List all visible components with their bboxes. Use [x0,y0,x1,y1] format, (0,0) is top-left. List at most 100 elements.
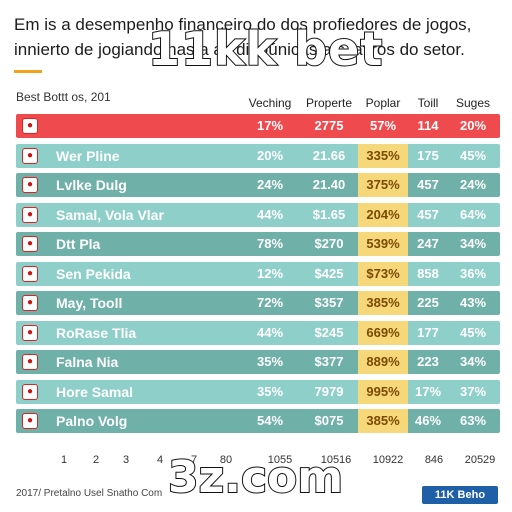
watermark-bottom: 3z.com [167,451,344,504]
x-tick-label: 7 [190,454,198,466]
table-row: ● 17% 2775 57% 114 20% [16,114,500,138]
table-cell: 539% [366,236,400,251]
table-cell: 24% [459,177,487,192]
table-cell: $245 [314,324,344,340]
table-cell: 34% [459,354,487,369]
table-cell: 889% [366,354,400,369]
table-cell: 247 [417,236,439,251]
table-cell: 375% [366,177,400,192]
row-name: Falna Nia [56,354,119,370]
poplar-cell-bg [358,202,408,227]
table-cell: $425 [314,265,344,281]
watermark-top: 11kk bet [147,21,384,77]
row-name: Dtt Pla [56,236,101,252]
x-tick-label: 846 [424,454,444,466]
poplar-cell-bg [358,173,408,197]
table-cell: 43% [459,295,487,310]
row-name: Hore Samal [56,383,134,400]
flag-icon: ● [22,354,38,370]
x-tick-label: 2 [92,454,100,466]
poplar-cell-bg [358,291,408,315]
x-tick-label: 80 [219,454,233,466]
table-cell: 12% [256,265,284,281]
table-cell: 7979 [314,383,344,399]
headline: Em is a desempenho financeiro do dos pro… [14,15,472,59]
table-cell: 177 [417,324,439,340]
table-cell: 21.40 [312,177,346,192]
table-row: ● RoRase Tlia 44% $245 669% 177 45% [16,320,500,345]
table-cell: 995% [366,383,400,399]
table-row: ● Wer Pline 20% 21.66 335% 175 45% [16,143,500,168]
poplar-cell-bg [358,409,408,433]
table-cell: 385% [366,413,400,428]
flag-icon: ● [22,118,38,134]
table-cell: 114 [417,118,439,133]
table-cell: 72% [256,295,284,310]
table-cell: 44% [256,206,284,222]
flag-icon: ● [22,383,38,400]
flag-icon: ● [22,324,38,341]
x-tick-label: 3 [122,454,130,466]
column-header: Veching [248,96,292,110]
table-cell: 2775 [314,118,344,133]
footer-caption: 2017/ Pretalno Usel Snatho Com [16,488,163,499]
table-row: ● Samal, Vola Vlar 44% $1.65 204% 457 64% [16,202,500,227]
x-tick-label: 4 [156,454,164,466]
x-tick-label: 10922 [372,454,404,466]
table-cell: 24% [256,177,284,192]
column-header: Properte [305,96,353,110]
column-header: Poplar [365,96,401,110]
row-name: May, Tooll [56,295,123,311]
table-cell: 204% [366,206,400,222]
table-cell: $357 [314,295,344,310]
table-cell: 35% [256,354,284,369]
table-cell: 457 [417,206,439,222]
table-cell: 457 [417,177,439,192]
flag-icon: ● [22,147,38,164]
table-cell: $075 [314,413,344,428]
row-name: RoRase Tlia [56,324,137,341]
poplar-cell-bg [358,261,408,286]
table-cell: 21.66 [312,147,346,163]
x-tick-label: 1055 [267,454,293,466]
table-cell: 63% [459,413,487,428]
table-row: ● Falna Nia 35% $377 889% 223 34% [16,350,500,374]
flag-icon: ● [22,177,38,193]
x-tick-label: 20529 [464,454,496,466]
table-row: ● Hore Samal 35% 7979 995% 17% 37% [16,379,500,404]
poplar-cell-bg [358,320,408,345]
table-cell: 57% [369,118,397,133]
table-row: ● Lvlke Dulg 24% 21.40 375% 457 24% [16,173,500,197]
brand-badge: 11K Beho [422,486,498,504]
table-cell: 34% [459,236,487,251]
table-cell: $73% [366,265,400,281]
table-title: Best Bottt os, 201 [16,90,111,104]
table-cell: 385% [366,295,400,310]
table-cell: $270 [314,236,344,251]
table-cell: 37% [459,383,487,399]
table-cell: 54% [256,413,284,428]
table-cell: 64% [459,206,487,222]
row-name: Palno Volg [56,413,128,429]
poplar-cell-bg [358,379,408,404]
table-row: ● Sen Pekida 12% $425 $73% 858 36% [16,261,500,286]
table-cell: 35% [256,383,284,399]
table-cell: 858 [417,265,439,281]
flag-icon: ● [22,413,38,429]
table-cell: 17% [414,383,442,399]
table-cell: 669% [366,324,400,340]
table-cell: 175 [417,147,439,163]
row-name: Sen Pekida [56,265,131,282]
x-tick-label: 1 [60,454,68,466]
flag-icon: ● [22,295,38,311]
table-cell: 36% [459,265,487,281]
column-header: Suges [455,96,491,110]
table-cell: 17% [256,118,284,133]
x-tick-label: 10516 [320,454,352,466]
table-cell: 335% [366,147,400,163]
row-name: Lvlke Dulg [56,177,127,193]
accent-line [14,70,42,73]
column-header: Toill [417,96,439,110]
flag-icon: ● [22,206,38,223]
table-cell: 45% [459,147,487,163]
